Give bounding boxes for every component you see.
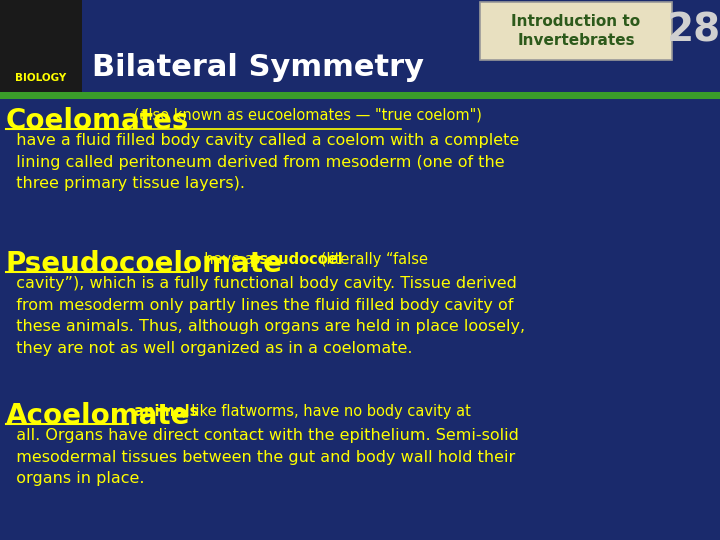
FancyBboxPatch shape — [480, 2, 672, 60]
Text: animals: animals — [129, 404, 199, 419]
Text: Pseudocoelomate: Pseudocoelomate — [6, 250, 283, 278]
Text: (literally “false: (literally “false — [316, 252, 428, 267]
Text: cavity”), which is a fully functional body cavity. Tissue derived
  from mesoder: cavity”), which is a fully functional bo… — [6, 276, 525, 356]
FancyBboxPatch shape — [0, 92, 720, 99]
Text: Coelomates: Coelomates — [6, 107, 189, 135]
Text: have a: have a — [195, 252, 258, 267]
Text: , like flatworms, have no body cavity at: , like flatworms, have no body cavity at — [182, 404, 471, 419]
FancyBboxPatch shape — [0, 0, 82, 97]
Text: have a fluid filled body cavity called a coelom with a complete
  lining called : have a fluid filled body cavity called a… — [6, 133, 519, 191]
Text: all. Organs have direct contact with the epithelium. Semi-solid
  mesodermal tis: all. Organs have direct contact with the… — [6, 428, 519, 486]
Text: 28: 28 — [667, 12, 720, 50]
Text: (also known as eucoelomates — "true coelom"): (also known as eucoelomates — "true coel… — [129, 108, 482, 123]
Text: Bilateral Symmetry: Bilateral Symmetry — [92, 53, 424, 83]
Text: pseudocoel: pseudocoel — [249, 252, 343, 267]
Text: Introduction to
Invertebrates: Introduction to Invertebrates — [511, 14, 641, 49]
Text: Acoelomate: Acoelomate — [6, 402, 191, 430]
Text: BIOLOGY: BIOLOGY — [15, 73, 67, 83]
